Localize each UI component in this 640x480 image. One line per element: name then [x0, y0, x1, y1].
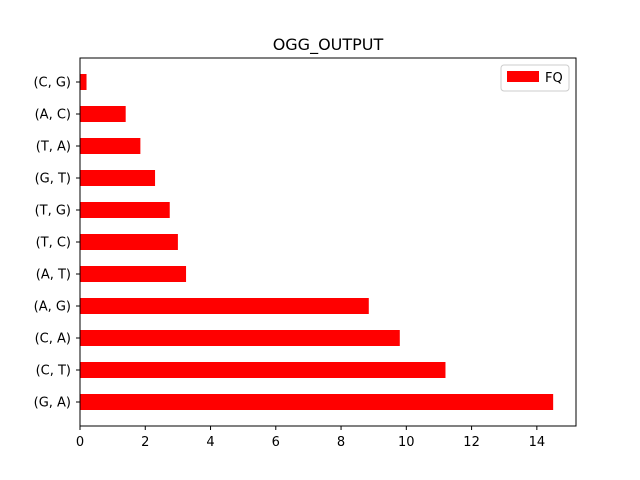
bar	[80, 266, 187, 282]
y-tick-label: (A, C)	[35, 108, 71, 123]
bar	[80, 138, 141, 154]
bar	[80, 234, 178, 250]
chart-title: OGG_OUTPUT	[273, 35, 384, 55]
y-tick-label: (G, A)	[34, 396, 71, 411]
x-tick-label: 10	[398, 435, 415, 450]
bar	[80, 202, 170, 218]
bar	[80, 74, 87, 90]
y-tick-label: (T, C)	[36, 236, 71, 251]
y-tick-label: (T, A)	[36, 140, 71, 155]
y-axis-ticks: (G, A) (C, T) (C, A) (A, G) (A, T) (T, C) (T, …	[33, 76, 80, 411]
y-tick-label: (A, G)	[34, 300, 71, 315]
bar	[80, 362, 446, 378]
x-tick-label: 4	[206, 435, 214, 450]
y-tick-label: (A, T)	[36, 268, 71, 283]
x-tick-label: 8	[337, 435, 345, 450]
y-tick-label: (C, A)	[35, 332, 71, 347]
bar	[80, 170, 156, 186]
legend-label: FQ	[545, 71, 563, 86]
legend-swatch	[507, 71, 539, 82]
bar	[80, 298, 369, 314]
x-tick-label: 12	[463, 435, 480, 450]
x-axis-ticks: 0 2 4 6 8 10 12 14	[76, 426, 545, 450]
y-tick-label: (C, T)	[36, 364, 71, 379]
y-tick-label: (T, G)	[35, 204, 71, 219]
bar	[80, 330, 400, 346]
x-tick-label: 14	[529, 435, 546, 450]
legend: FQ	[500, 64, 570, 92]
bars-group	[80, 74, 554, 410]
x-tick-label: 2	[141, 435, 149, 450]
plot-frame	[79, 57, 577, 427]
x-tick-label: 6	[272, 435, 280, 450]
y-tick-label: (G, T)	[35, 172, 71, 187]
bar	[80, 394, 554, 410]
bar	[80, 106, 126, 122]
x-tick-label: 0	[76, 435, 84, 450]
y-tick-label: (C, G)	[33, 76, 71, 91]
